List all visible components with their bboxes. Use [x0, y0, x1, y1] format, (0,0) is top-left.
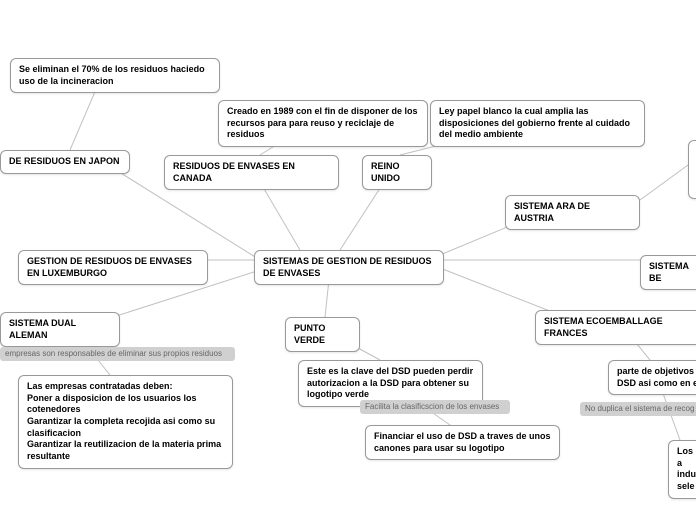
- edge-label-responsables: empresas son responsables de eliminar su…: [0, 347, 235, 361]
- node-eco[interactable]: SISTEMA ECOEMBALLAGE FRANCES: [535, 310, 696, 345]
- node-lux[interactable]: GESTION DE RESIDUOS DE ENVASES EN LUXEMB…: [18, 250, 208, 285]
- node-center[interactable]: SISTEMAS DE GESTION DE RESIDUOS DE ENVAS…: [254, 250, 444, 285]
- node-punto-detail2[interactable]: Financiar el uso de DSD a traves de unos…: [365, 425, 560, 460]
- node-dual[interactable]: SISTEMA DUAL ALEMAN: [0, 312, 120, 347]
- node-austria-detail[interactable]: s l s c: [688, 140, 696, 199]
- node-punto[interactable]: PUNTO VERDE: [285, 317, 360, 352]
- node-japon-detail[interactable]: Se eliminan el 70% de los residuos hacie…: [10, 58, 220, 93]
- node-eco-detail[interactable]: parte de objetivos mas DSD asi como en e…: [608, 360, 696, 395]
- node-japon[interactable]: DE RESIDUOS EN JAPON: [0, 150, 130, 174]
- node-uk-detail[interactable]: Ley papel blanco la cual amplia las disp…: [430, 100, 645, 147]
- node-canada[interactable]: RESIDUOS DE ENVASES EN CANADA: [164, 155, 339, 190]
- node-eco-detail2[interactable]: Los a indu sele: [668, 440, 696, 499]
- node-belga[interactable]: SISTEMA BE: [640, 255, 696, 290]
- node-dual-detail[interactable]: Las empresas contratadas deben: Poner a …: [18, 375, 233, 469]
- node-uk[interactable]: REINO UNIDO: [362, 155, 432, 190]
- edge-label-recogida: No duplica el sistema de recog: [580, 402, 696, 416]
- edge-label-clasificacion: Facilita la clasificscion de los envases: [360, 400, 510, 414]
- node-canada-detail[interactable]: Creado en 1989 con el fin de disponer de…: [218, 100, 428, 147]
- node-austria[interactable]: SISTEMA ARA DE AUSTRIA: [505, 195, 640, 230]
